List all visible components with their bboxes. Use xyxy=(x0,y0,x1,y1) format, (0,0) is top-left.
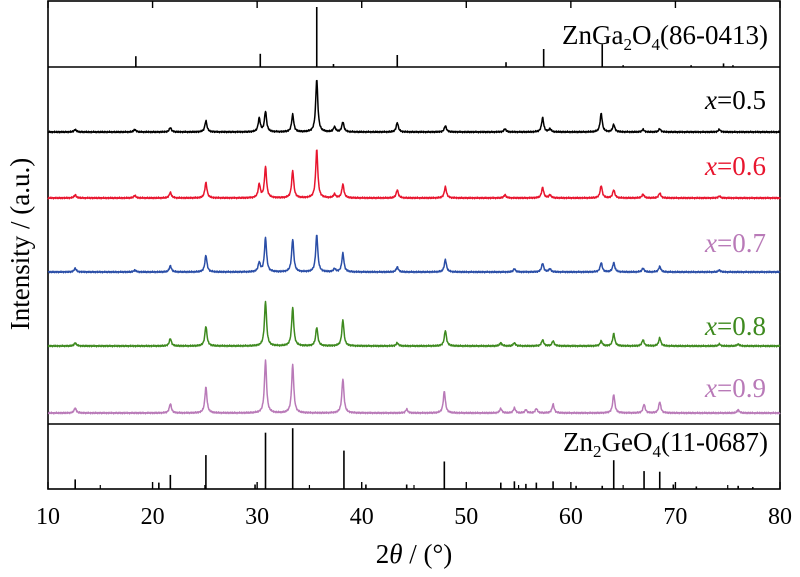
series-label-2: x=0.7 xyxy=(704,228,766,258)
plot-frame xyxy=(47,0,781,490)
x-axis-label: 2θ / (°) xyxy=(376,539,453,569)
x-tick-label-0: 10 xyxy=(36,504,60,530)
series-label-1: x=0.6 xyxy=(704,151,766,181)
x-tick-label-5: 60 xyxy=(559,504,583,530)
x-tick-label-1: 20 xyxy=(141,504,165,530)
series-label-3: x=0.8 xyxy=(704,311,766,341)
series-line-0 xyxy=(47,79,781,134)
x-tick-label-2: 30 xyxy=(245,504,269,530)
series-line-1 xyxy=(47,149,781,200)
series-label-0: x=0.5 xyxy=(704,85,766,115)
y-axis-label: Intensity / (a.u.) xyxy=(5,158,35,330)
x-tick-label-3: 40 xyxy=(350,504,374,530)
reference-top-label: ZnGa2O4(86-0413) xyxy=(562,20,768,54)
x-tick-label-4: 50 xyxy=(454,504,478,530)
x-tick-label-7: 80 xyxy=(768,504,792,530)
plot-area: 10 20 30 40 50 60 70 80 xyxy=(36,0,792,530)
series-label-4: x=0.9 xyxy=(704,373,766,403)
series-line-2 xyxy=(47,234,781,274)
x-tick-label-6: 70 xyxy=(663,504,687,530)
series-line-4 xyxy=(47,359,781,415)
series-line-3 xyxy=(47,300,781,348)
reference-bottom-label: Zn2GeO4(11-0687) xyxy=(563,427,768,461)
